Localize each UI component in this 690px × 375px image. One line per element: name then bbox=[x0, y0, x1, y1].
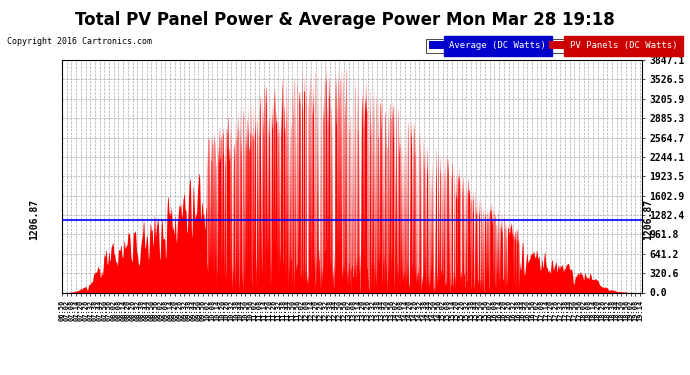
Text: Total PV Panel Power & Average Power Mon Mar 28 19:18: Total PV Panel Power & Average Power Mon… bbox=[75, 11, 615, 29]
Text: Copyright 2016 Cartronics.com: Copyright 2016 Cartronics.com bbox=[7, 38, 152, 46]
Text: 1206.87: 1206.87 bbox=[29, 199, 39, 240]
Legend: Average (DC Watts), PV Panels (DC Watts): Average (DC Watts), PV Panels (DC Watts) bbox=[426, 39, 680, 53]
Text: 1206.87: 1206.87 bbox=[643, 199, 653, 240]
